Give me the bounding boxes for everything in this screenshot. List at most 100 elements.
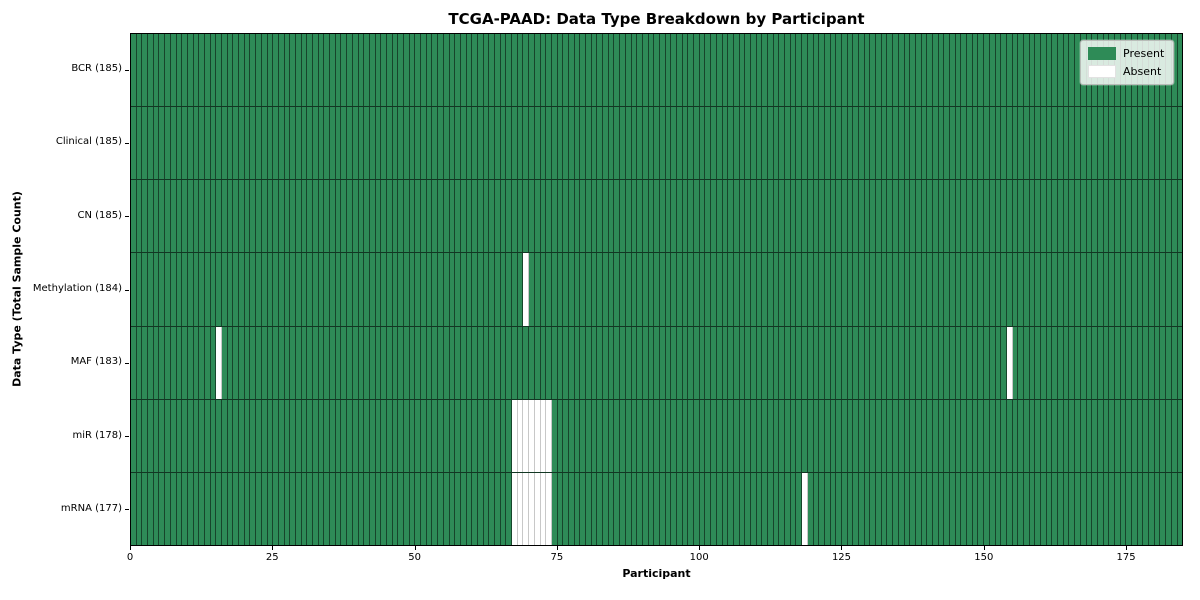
present-cell	[278, 472, 285, 545]
present-cell	[1132, 253, 1138, 326]
present-cell	[580, 472, 586, 545]
present-cell	[142, 399, 149, 472]
present-cell	[910, 107, 916, 180]
present-cell	[836, 107, 842, 180]
present-cell	[745, 326, 751, 399]
present-cell	[284, 326, 291, 399]
present-cell	[193, 326, 200, 399]
present-cell	[136, 253, 143, 326]
present-cell	[756, 326, 763, 399]
present-cell	[591, 472, 598, 545]
present-cell	[1114, 107, 1121, 180]
present-cell	[381, 326, 387, 399]
present-cell	[1052, 472, 1059, 545]
legend: Present Absent	[1080, 40, 1175, 85]
present-cell	[648, 399, 655, 472]
present-cell	[995, 107, 1002, 180]
x-tick-label: 100	[689, 552, 709, 563]
present-cell	[864, 326, 871, 399]
present-cell	[978, 472, 985, 545]
present-cell	[244, 326, 251, 399]
present-cell	[313, 472, 319, 545]
present-cell	[961, 34, 968, 107]
present-cell	[546, 326, 552, 399]
present-cell	[341, 399, 348, 472]
present-cell	[347, 326, 353, 399]
present-cell	[426, 472, 433, 545]
present-cell	[932, 399, 939, 472]
present-cell	[586, 180, 592, 253]
present-cell	[204, 472, 211, 545]
present-cell	[290, 399, 296, 472]
present-cell	[267, 253, 274, 326]
present-cell	[648, 107, 655, 180]
present-cell	[136, 34, 143, 107]
present-cell	[1075, 326, 1081, 399]
present-cell	[432, 253, 439, 326]
present-cell	[927, 472, 933, 545]
absent-cell	[1006, 326, 1013, 399]
present-cell	[1041, 180, 1047, 253]
present-cell	[631, 107, 638, 180]
present-cell	[187, 180, 194, 253]
present-cell	[489, 326, 495, 399]
present-cell	[841, 107, 848, 180]
present-cell	[1069, 34, 1076, 107]
present-cell	[694, 34, 700, 107]
present-cell	[1041, 107, 1047, 180]
x-tick-label: 125	[831, 552, 852, 563]
present-cell	[1018, 326, 1024, 399]
present-cell	[574, 253, 581, 326]
present-cell	[1012, 253, 1019, 326]
present-cell	[529, 253, 535, 326]
present-cell	[392, 399, 399, 472]
present-cell	[1092, 180, 1098, 253]
present-cell	[256, 107, 262, 180]
present-cell	[432, 399, 439, 472]
present-cell	[1018, 180, 1024, 253]
present-cell	[381, 253, 387, 326]
present-cell	[455, 180, 461, 253]
present-cell	[995, 472, 1002, 545]
present-cell	[426, 34, 433, 107]
present-cell	[1006, 34, 1013, 107]
present-cell	[1137, 107, 1144, 180]
present-cell	[392, 472, 399, 545]
present-cell	[1166, 326, 1172, 399]
x-tick-mark	[699, 546, 701, 550]
chart-title: TCGA-PAAD: Data Type Breakdown by Partic…	[448, 10, 865, 28]
present-cell	[978, 326, 985, 399]
present-cell	[227, 326, 234, 399]
present-cell	[460, 34, 467, 107]
present-cell	[489, 399, 495, 472]
present-cell	[813, 472, 820, 545]
present-cell	[750, 326, 757, 399]
present-cell	[1177, 399, 1183, 472]
present-cell	[244, 399, 251, 472]
present-cell	[1001, 107, 1007, 180]
present-cell	[352, 253, 359, 326]
present-cell	[898, 253, 905, 326]
present-cell	[750, 253, 757, 326]
present-cell	[159, 472, 166, 545]
present-cell	[864, 180, 871, 253]
present-cell	[199, 34, 205, 107]
present-cell	[944, 34, 950, 107]
present-cell	[1075, 253, 1081, 326]
present-cell	[1097, 107, 1104, 180]
present-cell	[1097, 326, 1104, 399]
present-cell	[460, 326, 467, 399]
present-cell	[694, 107, 700, 180]
present-cell	[597, 34, 604, 107]
present-cell	[495, 180, 501, 253]
heatmap-row	[131, 180, 1183, 254]
present-cell	[421, 326, 427, 399]
present-cell	[477, 107, 484, 180]
present-cell	[728, 326, 734, 399]
present-cell	[824, 472, 831, 545]
present-cell	[580, 107, 586, 180]
present-cell	[540, 180, 547, 253]
present-cell	[1137, 472, 1144, 545]
present-cell	[1035, 107, 1041, 180]
present-cell	[972, 107, 979, 180]
